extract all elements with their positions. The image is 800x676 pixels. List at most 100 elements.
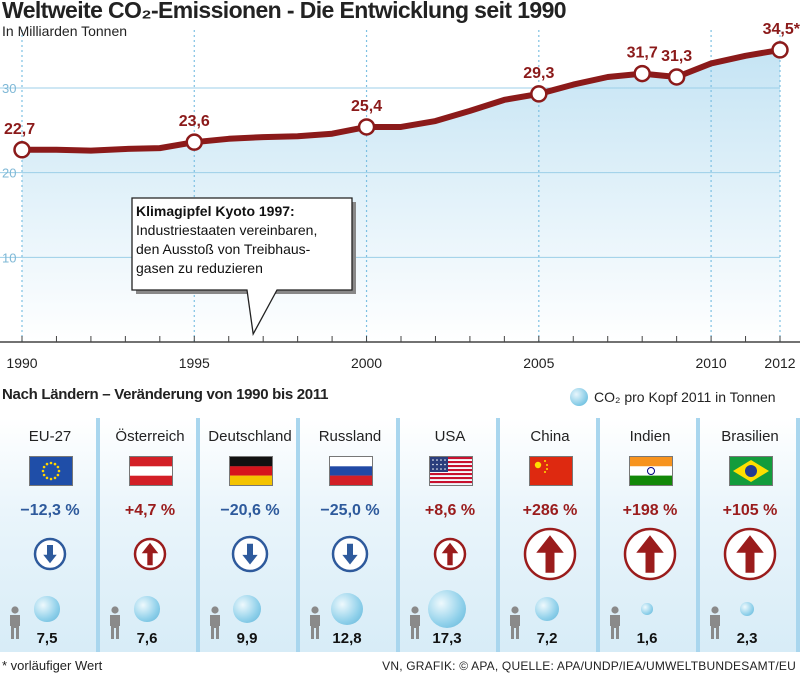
per-capita-value: 12,8 <box>332 630 362 647</box>
per-capita-value: 7,5 <box>36 630 58 647</box>
country-column: Deutschland −20,6 % 9,9 <box>200 418 300 652</box>
data-label: 34,5* <box>763 21 800 38</box>
data-point <box>185 133 204 151</box>
data-point <box>633 64 651 83</box>
data-label: 29,3 <box>523 65 554 82</box>
per-capita-ball <box>330 592 364 626</box>
data-label: 22,7 <box>4 121 35 138</box>
per-capita-value: 9,9 <box>236 630 258 647</box>
person-icon <box>308 606 322 645</box>
country-column: Indien +198 % 1,6 <box>600 418 700 652</box>
up-arrow-icon <box>523 527 577 581</box>
per-capita-ball <box>428 590 466 628</box>
down-arrow-icon <box>231 535 269 573</box>
column-separator <box>696 418 700 652</box>
russland-flag-icon <box>329 456 373 486</box>
country-name: China <box>530 428 570 445</box>
per-capita-ball <box>34 596 60 622</box>
legend: CO₂ pro Kopf 2011 in Tonnen <box>570 388 776 406</box>
emissions-line <box>19 46 783 154</box>
per-capita-value: 2,3 <box>736 630 758 647</box>
area-fill <box>22 49 780 343</box>
y-tick-label: 10 <box>2 250 16 265</box>
legend-ball-icon <box>570 388 588 406</box>
column-separator <box>496 418 500 652</box>
person-icon <box>408 606 422 645</box>
footnote: * vorläufiger Wert <box>2 658 103 673</box>
column-separator <box>596 418 600 652</box>
callout-line: gasen zu reduzieren <box>136 260 263 276</box>
column-separator <box>96 418 100 652</box>
change-percent: −12,3 % <box>20 502 80 519</box>
data-label: 31,3 <box>661 48 692 65</box>
per-capita-value: 7,2 <box>536 630 558 647</box>
country-name: Russland <box>318 428 382 445</box>
eu-27-flag-icon <box>29 456 73 486</box>
change-percent: +4,7 % <box>124 502 176 519</box>
person-icon <box>608 606 622 645</box>
column-separator <box>296 418 300 652</box>
x-tick-label: 2000 <box>351 355 382 371</box>
österreich-flag-icon <box>129 456 173 486</box>
person-icon <box>8 606 22 645</box>
x-tick-label: 2005 <box>523 355 554 371</box>
country-name: Österreich <box>115 428 185 445</box>
data-label: 31,7 <box>627 45 658 62</box>
callout-line: Industriestaaten vereinbaren, <box>136 222 318 238</box>
per-capita-ball <box>641 603 653 615</box>
country-column: China +286 % 7,2 <box>500 418 600 652</box>
country-grid: EU-27 −12,3 % 7,5 Österreich +4,7 % 7,6 … <box>0 418 800 652</box>
deutschland-flag-icon <box>229 456 273 486</box>
column-separator <box>396 418 400 652</box>
data-point <box>357 118 376 136</box>
usa-flag-icon <box>429 456 473 486</box>
per-capita-value: 1,6 <box>636 630 658 647</box>
source-credit: VN, GRAFIK: © APA, QUELLE: APA/UNDP/IEA/… <box>382 659 796 673</box>
per-capita-ball <box>232 594 262 624</box>
y-tick-label: 30 <box>2 81 16 96</box>
per-capita-ball <box>740 602 754 616</box>
change-percent: −25,0 % <box>320 502 380 519</box>
person-icon <box>508 606 522 645</box>
y-tick-label: 20 <box>2 166 16 181</box>
per-capita-ball <box>134 596 160 622</box>
brasilien-flag-icon <box>729 456 773 486</box>
per-capita-value: 7,6 <box>136 630 158 647</box>
chart-title: Weltweite CO₂-Emissionen - Die Entwicklu… <box>2 0 567 23</box>
person-icon <box>208 606 222 645</box>
x-tick-label: 1995 <box>179 355 210 371</box>
up-arrow-icon <box>433 537 467 571</box>
person-icon <box>708 606 722 645</box>
legend-label: CO₂ pro Kopf 2011 in Tonnen <box>594 389 776 405</box>
country-name: Indien <box>629 428 671 445</box>
data-label: 23,6 <box>179 113 210 130</box>
section-title: Nach Ländern – Veränderung von 1990 bis … <box>2 386 329 403</box>
country-column: EU-27 −12,3 % 7,5 <box>0 418 100 652</box>
country-column: USA +8,6 % 17,3 <box>400 418 500 652</box>
change-percent: +8,6 % <box>424 502 476 519</box>
x-tick-label: 2012 <box>764 355 795 371</box>
change-percent: +286 % <box>522 502 578 519</box>
country-column: Österreich +4,7 % 7,6 <box>100 418 200 652</box>
data-point <box>667 68 686 86</box>
emissions-line-chart: 10 20 30 1990 1995 2000 2005 2010 2012 22,7 23,6 25… <box>0 21 800 371</box>
country-name: Deutschland <box>208 428 292 445</box>
change-percent: +105 % <box>722 502 778 519</box>
callout-line: den Ausstoß von Treibhaus- <box>136 241 311 257</box>
country-name: USA <box>434 428 466 445</box>
x-tick-label: 2010 <box>696 355 727 371</box>
country-column: Russland −25,0 % 12,8 <box>300 418 400 652</box>
data-label: 25,4 <box>351 98 382 115</box>
up-arrow-icon <box>133 537 167 571</box>
country-column: Brasilien +105 % 2,3 <box>700 418 800 652</box>
person-icon <box>108 606 122 645</box>
data-point <box>530 85 548 103</box>
up-arrow-icon <box>623 527 677 581</box>
data-point <box>771 41 789 59</box>
country-name: Brasilien <box>721 428 779 445</box>
per-capita-value: 17,3 <box>432 630 462 647</box>
data-point <box>13 141 31 159</box>
up-arrow-icon <box>723 527 777 581</box>
china-flag-icon <box>529 456 573 486</box>
column-separator <box>196 418 200 652</box>
